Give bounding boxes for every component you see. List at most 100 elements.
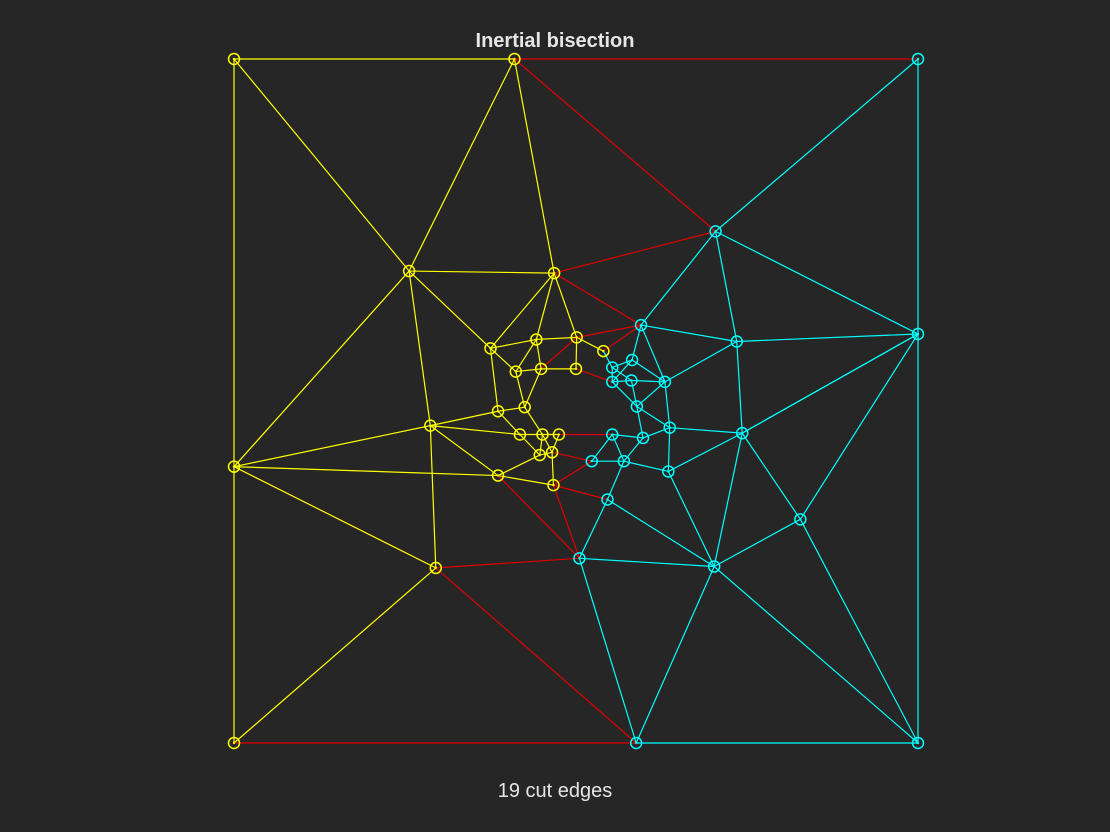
graph-node-center xyxy=(622,459,626,463)
graph-edge xyxy=(736,333,919,343)
graph-node-center xyxy=(574,367,578,371)
graph-node xyxy=(227,52,241,66)
graph-node-center xyxy=(916,57,920,61)
graph-node xyxy=(534,362,548,376)
graph-edge xyxy=(515,368,542,373)
cut-edges-label: 19 cut edges xyxy=(497,780,613,802)
graph-node xyxy=(625,353,639,367)
cut-edge xyxy=(435,567,637,744)
graph-node xyxy=(536,428,549,441)
graph-node-center xyxy=(639,323,643,327)
graph-edge xyxy=(233,58,410,272)
graph-node xyxy=(794,513,807,526)
graph-edge xyxy=(623,460,669,473)
graph-edge xyxy=(715,230,919,335)
graph-node xyxy=(629,736,643,750)
graph-edge xyxy=(490,272,555,349)
graph-node xyxy=(911,736,925,750)
graph-node xyxy=(429,561,443,575)
graph-edge xyxy=(409,270,555,274)
graph-node xyxy=(227,460,241,473)
graph-node-center xyxy=(630,358,634,362)
graph-edge xyxy=(640,324,666,383)
graph-node xyxy=(911,327,925,341)
graph-edge xyxy=(667,471,715,567)
graph-edge xyxy=(490,338,537,349)
graph-edge xyxy=(536,336,577,341)
node-layer xyxy=(227,52,925,750)
graph-node xyxy=(513,428,527,441)
graph-node xyxy=(634,318,648,332)
graph-node-center xyxy=(496,410,500,413)
graph-edge xyxy=(713,566,919,744)
graph-edge xyxy=(669,427,743,434)
graph-node xyxy=(573,552,586,565)
graph-edge xyxy=(667,427,671,472)
graph-edge xyxy=(799,519,919,744)
graph-edge xyxy=(623,437,644,462)
graph-node-center xyxy=(590,459,593,463)
chart-title: Inertial bisection xyxy=(475,30,635,52)
graph-node-center xyxy=(602,349,605,353)
graph-edge xyxy=(429,425,437,568)
graph-node xyxy=(545,446,559,459)
edge-layer xyxy=(233,58,919,744)
graph-node xyxy=(597,344,610,358)
graph-node-center xyxy=(611,380,614,384)
graph-edge xyxy=(668,432,743,472)
graph-node-center xyxy=(667,470,670,473)
graph-node-center xyxy=(916,741,920,745)
graph-node xyxy=(484,342,497,355)
graph-edge xyxy=(541,434,553,453)
graph-edge xyxy=(578,499,609,559)
graph-node xyxy=(617,454,631,468)
graph-node-center xyxy=(611,366,614,369)
graph-edge xyxy=(713,518,801,568)
graph-edge xyxy=(664,381,671,428)
graph-node-center xyxy=(550,451,554,454)
graph-node-center xyxy=(741,431,744,435)
graph-node-center xyxy=(407,269,411,273)
graph-node-center xyxy=(735,340,738,343)
graph-node-center xyxy=(668,426,671,429)
graph-node-center xyxy=(523,405,526,409)
graph-edge xyxy=(578,558,637,744)
graph-node-center xyxy=(429,424,432,427)
graph-node-center xyxy=(663,380,667,384)
graph-node-center xyxy=(232,57,236,61)
cut-edge xyxy=(514,58,716,232)
graph-node-center xyxy=(799,518,802,521)
graph-node-center xyxy=(513,57,516,61)
graph-node-center xyxy=(916,332,920,336)
graph-node xyxy=(730,335,743,348)
graph-node xyxy=(606,375,619,389)
graph-node xyxy=(625,374,638,387)
graph-edge xyxy=(233,425,431,468)
graph-node xyxy=(491,469,505,482)
graph-node xyxy=(227,736,241,750)
graph-node xyxy=(709,225,722,238)
cut-edge xyxy=(540,336,578,370)
cut-edge xyxy=(553,272,642,326)
graph-node-center xyxy=(538,453,541,457)
graph-node xyxy=(585,454,598,468)
graph-edge xyxy=(799,333,919,520)
graph-edge xyxy=(602,350,613,368)
graph-node-center xyxy=(232,741,236,745)
graph-edge xyxy=(606,460,625,500)
graph-node xyxy=(547,478,560,492)
graph-edge xyxy=(535,272,555,340)
graph-node xyxy=(707,560,721,573)
graph-node-center xyxy=(575,336,578,339)
graph-edge xyxy=(640,230,717,326)
graph-node xyxy=(606,428,619,441)
graph-edge xyxy=(497,406,525,412)
cut-edge xyxy=(553,230,716,274)
graph-node-center xyxy=(611,433,614,436)
graph-edge xyxy=(636,405,671,429)
graph-node xyxy=(533,448,546,462)
graph-edge xyxy=(497,474,554,486)
graph-edge xyxy=(430,425,520,436)
cut-edge xyxy=(551,451,592,462)
